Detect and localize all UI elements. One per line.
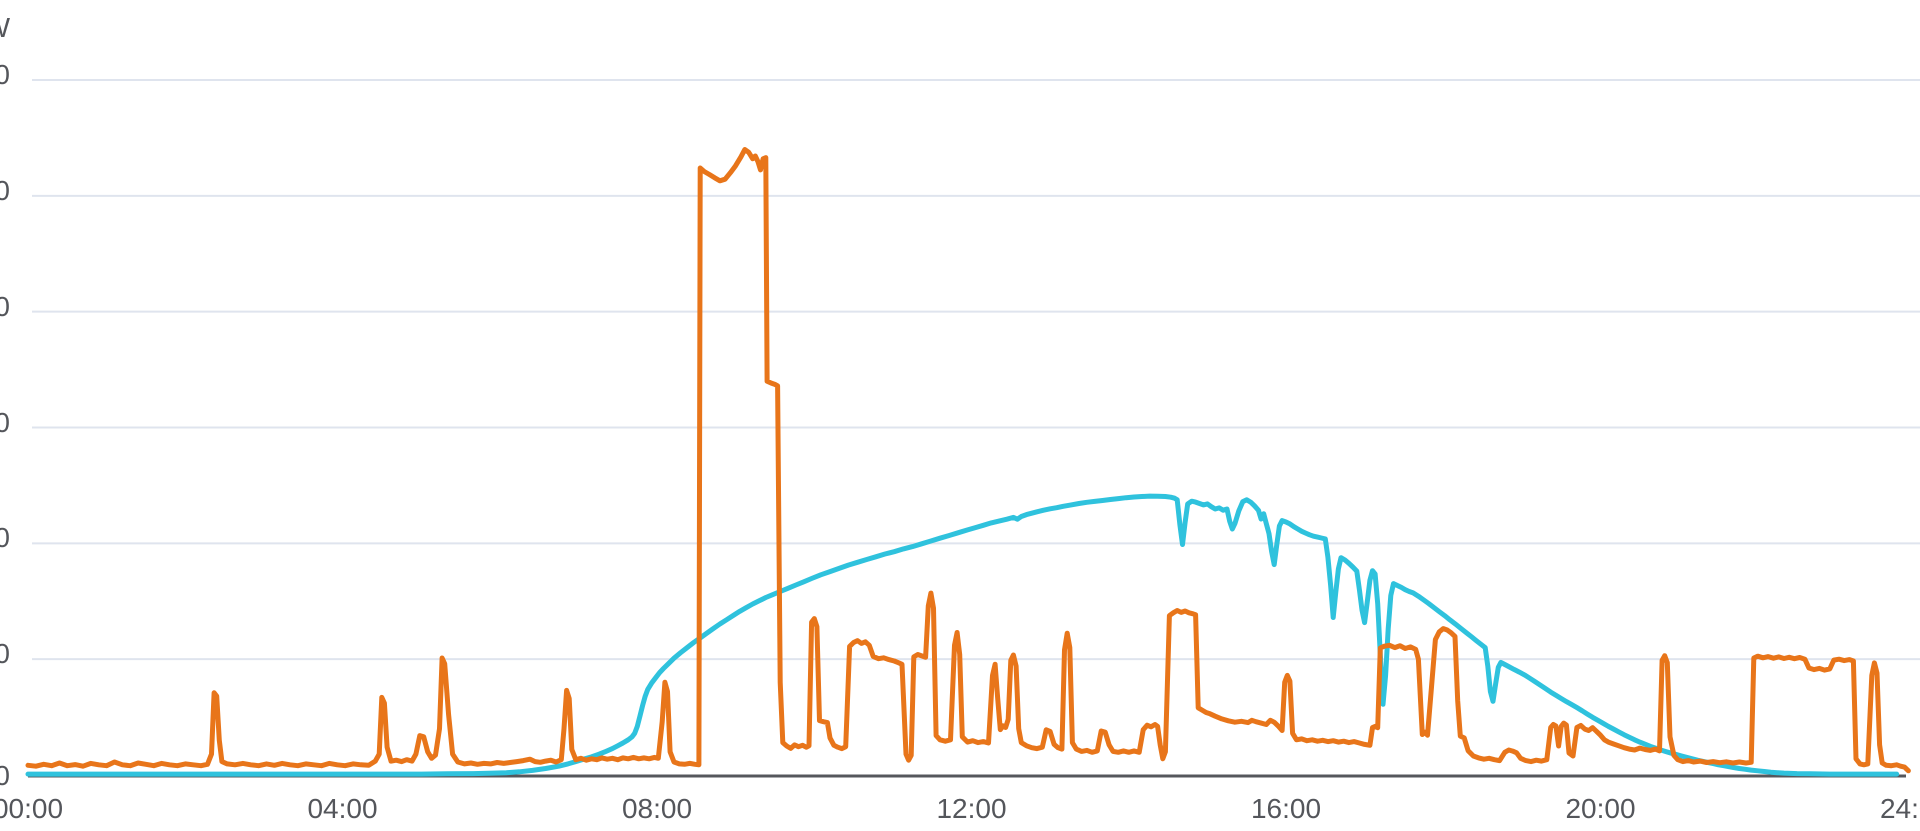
x-tick-label-08:00: 08:00	[621, 793, 693, 824]
x-tick-label-12:00: 12:00	[936, 793, 1007, 824]
y-tick-label-0: 0	[0, 760, 10, 791]
y-tick-label-1000: 1000	[0, 522, 10, 554]
x-tick-label-16:00: 16:00	[1250, 793, 1322, 824]
orange-series-line[interactable]	[25, 147, 1911, 774]
x-tick-label-24:00: 24:00	[1879, 793, 1920, 824]
y-tick-label-2000: 2000	[0, 290, 10, 322]
x-tick-label-04:00: 04:00	[307, 793, 378, 824]
gridlines	[32, 79, 1920, 661]
y-tick-label-3000: 3000	[0, 59, 10, 90]
y-tick-label-2500: 2500	[0, 174, 10, 206]
cyan-series-line[interactable]	[25, 493, 1900, 777]
x-tick-label-00:00: 00:00	[0, 793, 64, 824]
y-axis-unit-label: W	[0, 11, 10, 45]
y-tick-label-1500: 1500	[0, 406, 10, 438]
y-tick-label-500: 500	[0, 638, 10, 670]
x-tick-label-20:00: 20:00	[1565, 793, 1636, 824]
